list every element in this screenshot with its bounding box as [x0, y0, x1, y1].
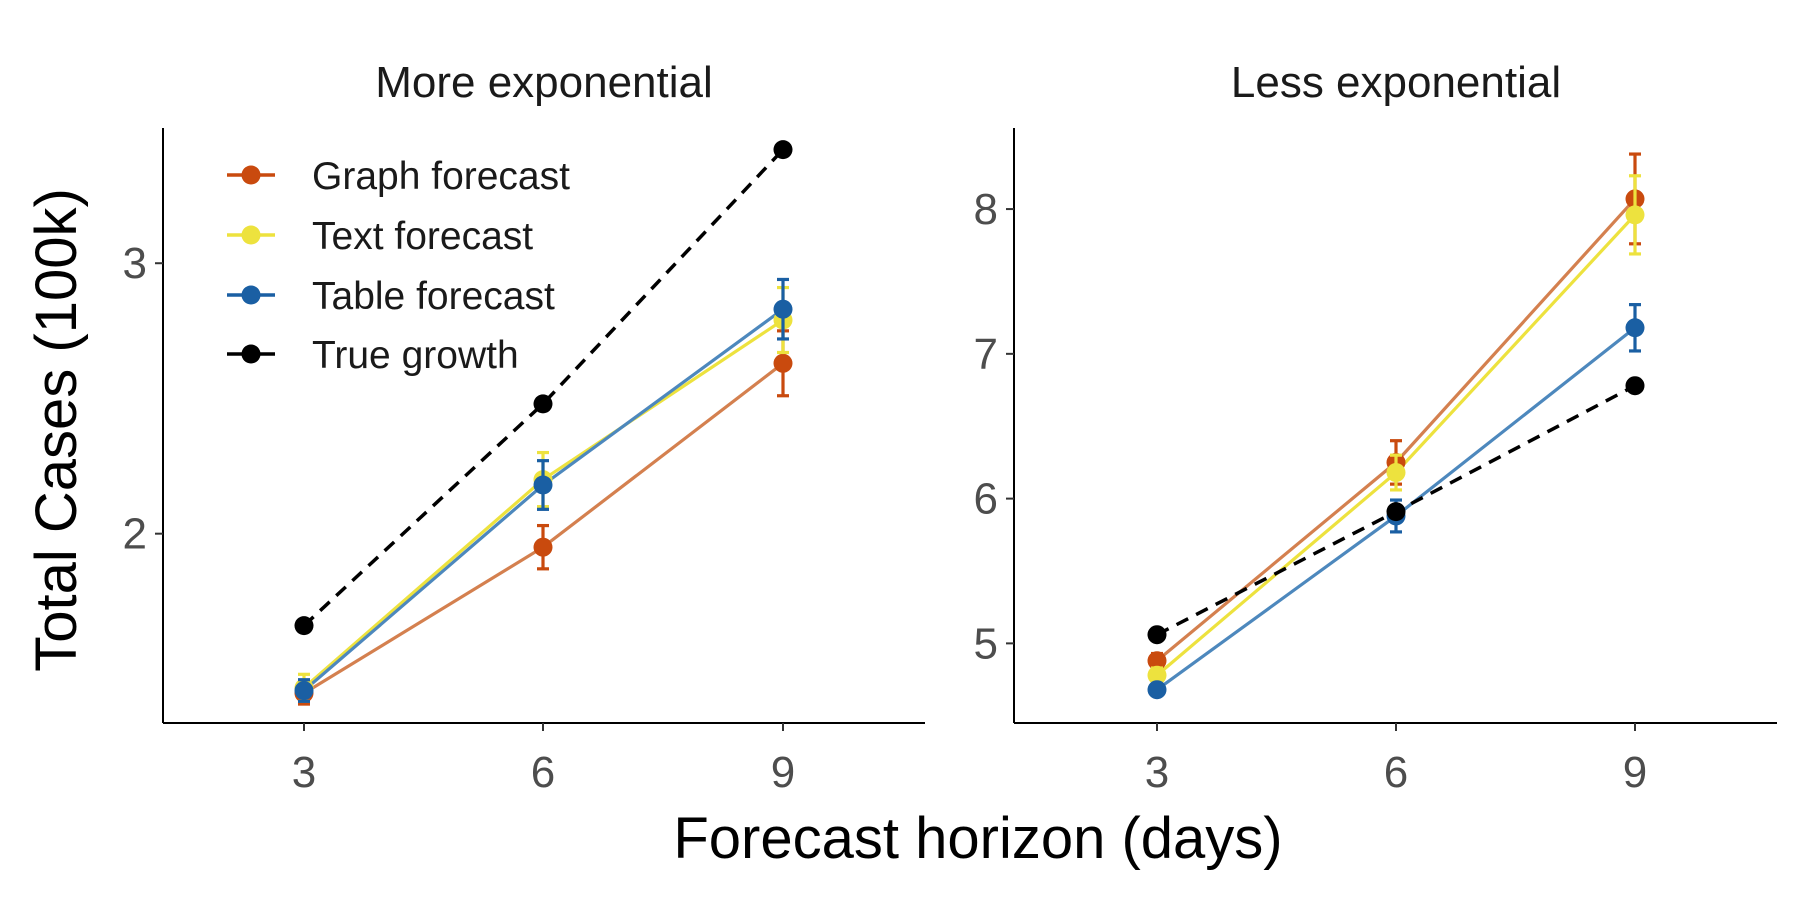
y-tick-label: 8 — [974, 185, 998, 234]
data-point-table-forecast — [1625, 318, 1645, 338]
x-tick-label: 9 — [771, 748, 795, 797]
data-point-true-growth — [1625, 376, 1645, 396]
legend-label: Table forecast — [312, 275, 555, 318]
y-tick-label: 6 — [974, 475, 998, 524]
legend-item-table-forecast: Table forecast — [227, 275, 555, 318]
y-tick-label: 7 — [974, 330, 998, 379]
legend-item-graph-forecast: Graph forecast — [227, 155, 570, 198]
y-tick-label: 3 — [123, 239, 147, 288]
panel-1: More exponential 2 3 3 6 9 — [123, 58, 925, 797]
data-point-graph-forecast — [533, 537, 553, 557]
data-point-true-growth — [1386, 502, 1406, 522]
legend-key-point — [241, 225, 261, 245]
x-tick-label: 3 — [1145, 748, 1169, 797]
x-axis-title: Forecast horizon (days) — [673, 806, 1282, 871]
data-point-table-forecast — [773, 299, 793, 319]
data-point-graph-forecast — [1147, 651, 1167, 671]
data-point-true-growth — [294, 616, 314, 636]
data-point-table-forecast — [294, 681, 314, 701]
legend: Graph forecast Text forecast Table forecas… — [227, 155, 570, 377]
data-point-table-forecast — [533, 475, 553, 495]
legend-key-point — [241, 285, 261, 305]
data-point-text-forecast — [1147, 665, 1167, 685]
series-line-true-growth — [302, 148, 785, 627]
y-tick-label: 2 — [123, 510, 147, 559]
y-tick-label: 5 — [974, 619, 998, 668]
legend-label: True growth — [312, 334, 519, 377]
x-tick-label: 3 — [292, 748, 316, 797]
panel-title: More exponential — [375, 58, 713, 107]
data-point-true-growth — [773, 140, 793, 160]
y-axis-title: Total Cases (100k) — [24, 188, 89, 672]
legend-label: Text forecast — [312, 215, 533, 258]
x-tick-label: 6 — [1384, 748, 1408, 797]
legend-key-point — [241, 165, 261, 185]
panel-title: Less exponential — [1231, 58, 1561, 107]
panel-2: Less exponential 5 6 7 8 3 6 9 — [974, 58, 1777, 797]
series-line-graph-forecast — [1155, 197, 1637, 662]
x-tick-label: 6 — [531, 748, 555, 797]
legend-key-point — [241, 344, 261, 364]
data-point-table-forecast — [1147, 680, 1167, 700]
data-point-text-forecast — [1386, 463, 1406, 483]
x-tick-label: 9 — [1623, 748, 1647, 797]
data-point-true-growth — [1147, 625, 1167, 645]
data-point-true-growth — [533, 394, 553, 414]
legend-label: Graph forecast — [312, 155, 570, 198]
data-point-text-forecast — [1625, 205, 1645, 225]
data-point-graph-forecast — [773, 353, 793, 373]
legend-item-text-forecast: Text forecast — [227, 215, 533, 258]
legend-item-true-growth: True growth — [227, 334, 519, 377]
